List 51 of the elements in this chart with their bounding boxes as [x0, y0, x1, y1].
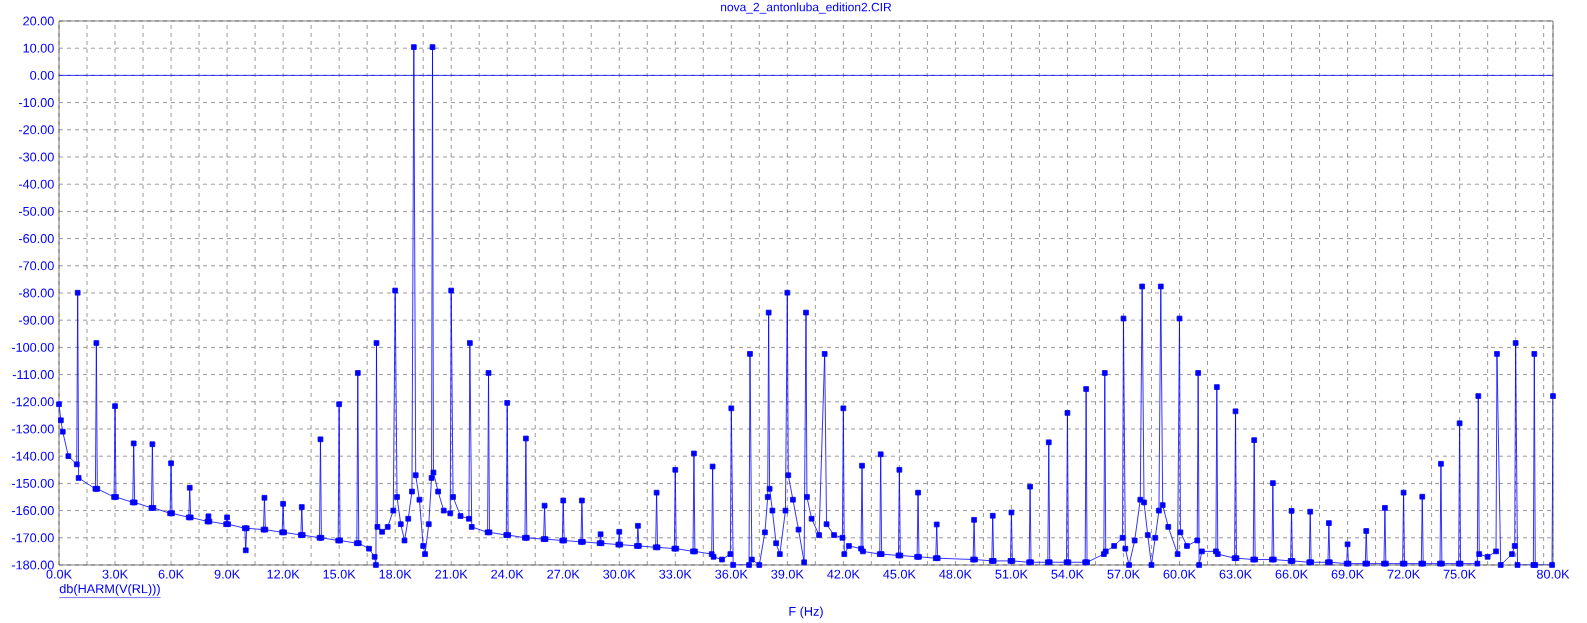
x-tick-label: 33.0K	[659, 569, 692, 579]
x-tick-label: 48.0K	[939, 569, 972, 579]
x-tick-label: 27.0K	[547, 569, 580, 579]
x-tick-label: 72.0K	[1387, 569, 1420, 579]
y-tick-label: 10.00	[23, 43, 54, 53]
y-tick-label: -70.00	[18, 261, 54, 271]
x-tick-label: 75.0K	[1443, 569, 1477, 579]
y-tick-label: -120.00	[11, 397, 54, 407]
y-tick-label: -80.00	[18, 288, 54, 298]
y-tick-label: -10.00	[18, 98, 54, 108]
y-tick-label: -60.00	[18, 234, 54, 244]
x-tick-label: 69.0K	[1331, 569, 1364, 579]
x-tick-label: 39.0K	[771, 569, 804, 579]
x-tick-label: 54.0K	[1051, 569, 1084, 579]
x-tick-label: 3.0K	[102, 569, 128, 579]
y-tick-label: -50.00	[18, 206, 54, 216]
x-tick-label: 63.0K	[1219, 569, 1252, 579]
x-tick-label: 12.0K	[267, 569, 300, 579]
x-tick-label: 57.0K	[1107, 569, 1140, 579]
y-tick-label: -90.00	[18, 315, 54, 325]
y-tick-label: -110.00	[12, 370, 54, 380]
chart-title: nova_2_antonluba_edition2.CIR	[721, 2, 892, 14]
y-tick-label: -30.00	[18, 152, 54, 162]
x-tick-label: 42.0K	[827, 569, 860, 579]
x-tick-label: 80.0K	[1536, 569, 1570, 579]
y-tick-label: -130.00	[11, 424, 54, 434]
x-tick-label: 36.0K	[715, 569, 748, 579]
x-tick-label: 21.0K	[435, 569, 468, 579]
x-tick-label: 18.0K	[379, 569, 412, 579]
x-tick-label: 24.0K	[491, 569, 524, 579]
y-tick-label: -150.00	[11, 478, 54, 488]
text: db(HARM(V(RL)))	[59, 583, 160, 596]
x-tick-label: 45.0K	[883, 569, 916, 579]
x-tick-label: 66.0K	[1275, 569, 1308, 579]
y-tick-label: 0.00	[30, 70, 54, 80]
y-tick-label: -100.00	[11, 342, 54, 352]
x-tick-label: 51.0K	[995, 569, 1028, 579]
x-axis-title: F (Hz)	[789, 606, 823, 619]
x-tick-label: 30.0K	[603, 569, 636, 579]
y-tick-label: -140.00	[11, 451, 54, 461]
y-tick-label: 20.00	[23, 16, 54, 26]
x-tick-label: 60.0K	[1163, 569, 1196, 579]
x-tick-label: 15.0K	[323, 569, 356, 579]
y-tick-label: -20.00	[18, 125, 54, 135]
x-tick-label: 6.0K	[158, 569, 184, 579]
x-tick-label: 0.0K	[46, 569, 72, 579]
y-tick-label: -180.00	[11, 560, 54, 570]
y-tick-label: -160.00	[11, 506, 54, 516]
x-tick-label: 9.0K	[214, 569, 240, 579]
y-tick-label: -170.00	[11, 533, 54, 543]
y-tick-label: -40.00	[18, 179, 54, 189]
